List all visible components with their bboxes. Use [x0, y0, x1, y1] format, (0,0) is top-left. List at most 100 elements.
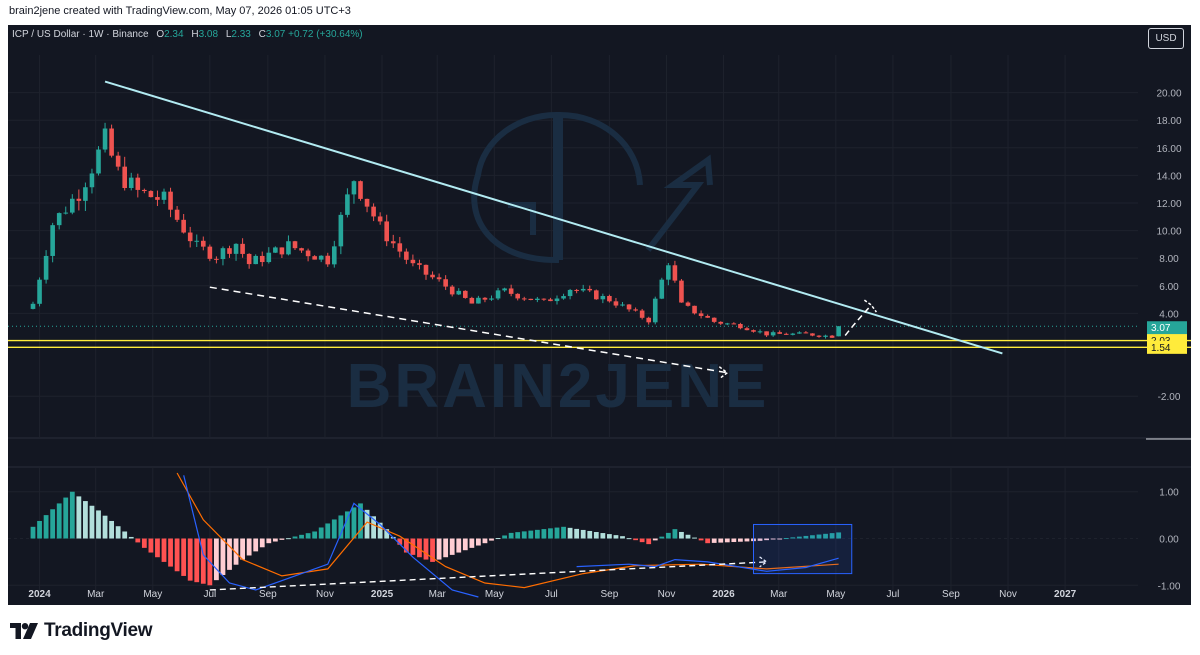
histogram-bar [30, 526, 36, 539]
histogram-bar [593, 532, 599, 539]
candle-body [639, 310, 645, 318]
candle-body [253, 255, 258, 265]
candle-body [259, 255, 265, 263]
histogram-bar [436, 538, 442, 560]
candle-body [698, 313, 704, 316]
histogram-bar [829, 533, 835, 539]
histogram-bar [718, 538, 724, 543]
open-label: O [156, 29, 165, 40]
signal-line [176, 472, 839, 589]
macd-line [183, 475, 479, 598]
projection-path [844, 304, 872, 336]
price-tick-label: 18.00 [1156, 116, 1181, 127]
symbol-name: ICP / US Dollar · 1W · Binance [12, 29, 149, 40]
time-tick-label: May [826, 589, 845, 600]
price-tick-label: -2.00 [1158, 392, 1181, 403]
histogram-bar [456, 538, 462, 553]
candle-body [102, 128, 108, 150]
candle-body [279, 247, 285, 255]
histogram-bar [69, 491, 75, 539]
histogram-bar [259, 538, 265, 548]
time-tick-label: Jul [203, 589, 216, 600]
histogram-bar [410, 538, 416, 555]
candle-body [358, 181, 363, 199]
histogram-bar [469, 538, 475, 548]
histogram-bar [816, 534, 822, 539]
histogram-bar [567, 527, 573, 539]
histogram-bar [397, 538, 403, 545]
time-tick-label: 2027 [1054, 589, 1077, 600]
candle-body [646, 317, 651, 323]
candle-body [757, 331, 763, 333]
candle-body [174, 209, 180, 220]
candle-body [443, 279, 448, 287]
histogram-bar [613, 535, 619, 539]
histogram-bar [482, 538, 488, 544]
candle-body [325, 255, 331, 265]
candle-body [187, 232, 193, 242]
chart-frame[interactable]: BRAIN2JENE 20.00 18.00 16.00 14.00 12.00 10.0… [8, 25, 1191, 605]
time-tick-label: Mar [429, 589, 447, 600]
histogram-bar [83, 501, 88, 539]
histogram-bar [561, 526, 566, 539]
histogram-bar [554, 527, 560, 539]
chart-canvas[interactable]: BRAIN2JENE 20.00 18.00 16.00 14.00 12.00 10.0… [8, 25, 1191, 605]
candle-body [384, 221, 389, 242]
histogram-bar [371, 516, 376, 539]
candle-body [63, 212, 69, 214]
candle-body [220, 248, 226, 260]
histogram-bar [76, 496, 82, 539]
close-label: C [258, 29, 266, 40]
candle-body [332, 246, 337, 265]
candle-body [783, 333, 789, 335]
candle-body [725, 323, 730, 325]
histogram-bar [580, 529, 586, 539]
histogram-bar [37, 520, 42, 539]
histogram-bar [253, 538, 259, 552]
candle-body [823, 335, 828, 337]
histogram-bar [489, 538, 494, 541]
histogram-bar [292, 536, 298, 539]
histogram-bar [305, 533, 311, 539]
histogram-bar [495, 538, 501, 540]
histogram-bar [174, 538, 180, 572]
candle-body [50, 225, 55, 256]
lower-trendline-arrow [718, 366, 729, 380]
histogram-bar [194, 538, 200, 583]
histogram-bar [476, 538, 481, 546]
histogram-bar [665, 532, 671, 539]
histogram-bar [318, 527, 324, 539]
candle-body [430, 274, 435, 278]
candle-body [449, 286, 455, 295]
candle-body [194, 240, 200, 242]
price-tick-label: 14.00 [1156, 171, 1181, 182]
candle-body [620, 304, 625, 306]
candle-body [128, 177, 134, 189]
watermark: BRAIN2JENE [347, 352, 770, 421]
candle-body [390, 241, 396, 244]
histogram-bar [770, 538, 776, 540]
histogram-bar [692, 537, 697, 539]
candle-body [607, 295, 612, 302]
macd-tick-label: -1.00 [1158, 581, 1181, 592]
price-tag [1147, 340, 1187, 354]
candle-body [554, 298, 560, 302]
histogram-bar [502, 535, 507, 539]
candle-body [345, 194, 350, 215]
histogram-bar [659, 536, 665, 539]
macd-pane [30, 472, 853, 598]
currency-button[interactable]: USD [1148, 28, 1184, 49]
histogram-bar [810, 535, 815, 539]
candle-body [423, 264, 429, 275]
histogram-bar [181, 538, 187, 576]
tradingview-brand[interactable]: TradingView [10, 620, 153, 642]
candle-body [207, 246, 213, 259]
candle-body [679, 280, 684, 303]
macd-tick-label: 1.00 [1159, 488, 1179, 499]
candle-body [574, 289, 579, 291]
histogram-bar [96, 510, 101, 539]
time-tick-label: May [143, 589, 162, 600]
macd-tick-label: 0.00 [1159, 535, 1179, 546]
histogram-bar [587, 530, 593, 539]
histogram-bar [299, 534, 304, 539]
